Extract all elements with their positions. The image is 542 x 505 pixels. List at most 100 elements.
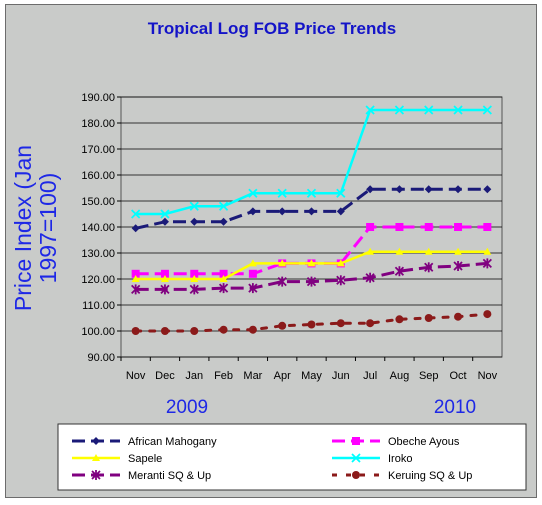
data-point	[394, 266, 405, 277]
x-tick-label: Dec	[155, 370, 175, 382]
x-tick-label: Mar	[243, 370, 262, 382]
data-point	[189, 284, 199, 295]
year-label-2009: 2009	[166, 397, 208, 418]
legend-label: Sapele	[128, 453, 162, 465]
data-point	[131, 209, 141, 219]
legend-marker	[352, 471, 360, 479]
y-tick-label: 190.00	[81, 92, 115, 104]
data-point	[248, 188, 258, 198]
data-point	[131, 224, 140, 233]
data-point	[218, 283, 229, 294]
data-point	[424, 314, 433, 322]
legend-box	[57, 423, 527, 491]
data-point	[424, 185, 433, 194]
data-point	[248, 283, 258, 294]
x-tick-label: Jan	[185, 370, 203, 382]
data-point	[366, 223, 375, 231]
data-point	[190, 217, 199, 226]
x-tick-label: Oct	[449, 370, 466, 382]
legend-marker	[352, 437, 360, 445]
data-point	[424, 262, 434, 273]
x-tick-label: Aug	[390, 370, 410, 382]
data-point	[336, 207, 345, 216]
data-point	[189, 201, 199, 211]
data-point	[218, 201, 229, 211]
data-point	[336, 319, 345, 328]
data-point	[366, 185, 375, 194]
data-point	[219, 325, 228, 334]
x-tick-label: Jul	[363, 370, 377, 382]
x-tick-label: May	[301, 370, 322, 382]
data-point	[190, 327, 199, 335]
y-tick-label: 180.00	[81, 118, 115, 130]
data-point	[483, 185, 492, 194]
data-point	[248, 259, 257, 267]
data-point	[131, 327, 140, 335]
data-point	[454, 185, 463, 194]
data-point	[395, 223, 404, 231]
data-point	[424, 105, 434, 115]
data-point	[160, 217, 169, 226]
data-point	[483, 247, 492, 255]
data-point	[453, 261, 463, 271]
data-point	[190, 275, 199, 282]
y-tick-label: 130.00	[81, 248, 115, 260]
data-point	[395, 185, 404, 194]
data-point	[453, 105, 463, 115]
data-point	[454, 247, 463, 255]
data-point	[190, 269, 199, 278]
x-tick-label: Feb	[214, 370, 233, 382]
legend-label: Iroko	[388, 453, 412, 465]
y-tick-label: 100.00	[81, 326, 115, 338]
data-point	[366, 247, 375, 255]
data-point	[394, 105, 405, 115]
data-point	[277, 276, 287, 287]
legend-label: Keruing SQ & Up	[388, 470, 472, 482]
data-point	[365, 105, 375, 115]
legend-marker	[91, 470, 101, 480]
data-point	[483, 223, 492, 231]
x-tick-label: Apr	[274, 370, 291, 382]
data-point	[131, 275, 140, 282]
data-point	[248, 269, 257, 278]
x-tick-label: Nov	[478, 370, 498, 382]
data-point	[160, 284, 170, 295]
data-point	[219, 269, 228, 278]
legend-marker	[92, 437, 100, 445]
y-tick-label: 90.00	[87, 352, 115, 364]
data-point	[219, 217, 228, 226]
data-point	[424, 223, 433, 231]
x-tick-label: Sep	[419, 370, 439, 382]
data-point	[131, 269, 140, 278]
legend-label: Obeche Ayous	[388, 436, 460, 448]
data-point	[395, 315, 404, 324]
data-point	[248, 325, 257, 334]
data-point	[160, 209, 170, 219]
data-point	[336, 275, 346, 286]
y-axis-title-line-2: 1997=100)	[35, 173, 61, 284]
data-point	[219, 275, 228, 282]
data-point	[131, 284, 141, 295]
y-tick-label: 110.00	[82, 300, 115, 312]
data-point	[454, 223, 463, 231]
data-point	[395, 247, 404, 255]
y-tick-label: 140.00	[81, 222, 115, 234]
legend-marker	[92, 454, 100, 461]
data-point	[306, 188, 317, 198]
data-point	[454, 312, 463, 321]
data-point	[336, 259, 345, 267]
x-tick-label: Nov	[126, 370, 146, 382]
data-point	[248, 207, 257, 216]
data-point	[160, 327, 169, 335]
data-point	[160, 275, 169, 282]
legend-label: Meranti SQ & Up	[128, 470, 211, 482]
data-point	[306, 276, 317, 287]
data-point	[278, 321, 287, 330]
year-label-2010: 2010	[434, 397, 476, 418]
data-point	[366, 319, 375, 328]
data-point	[278, 207, 287, 216]
x-tick-label: Jun	[332, 370, 350, 382]
y-tick-label: 120.00	[81, 274, 115, 286]
data-point	[482, 105, 492, 115]
